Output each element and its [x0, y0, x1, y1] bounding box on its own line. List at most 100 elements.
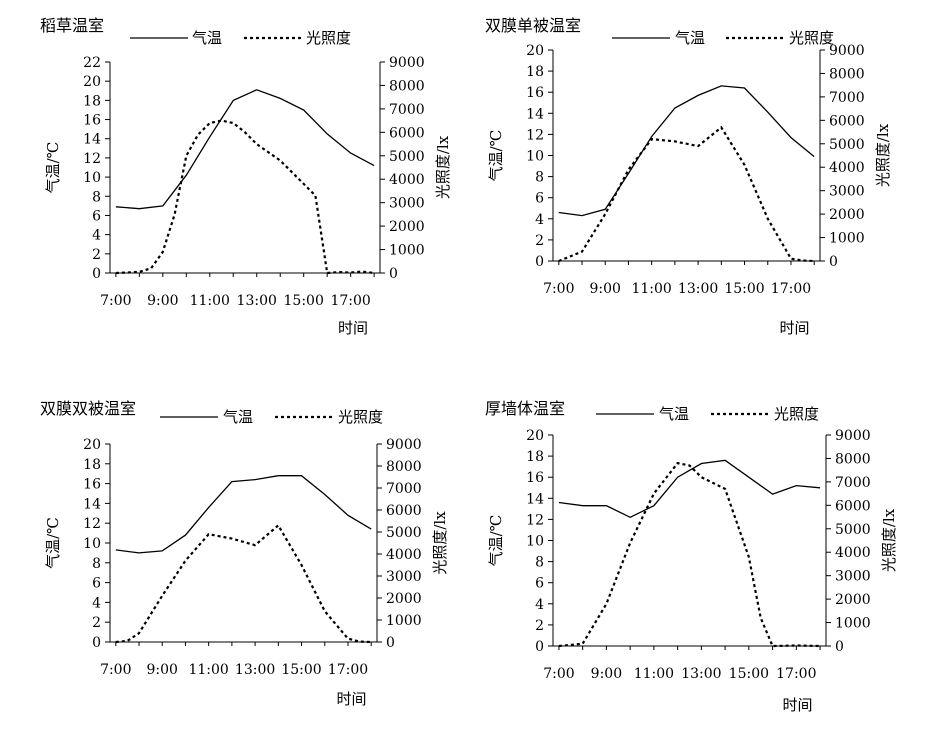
chart-panel-3: 双膜双被温室 气温 光照度 0 2 4 6 8 10 12 14 16 18 20 0 1000 2000 300… [40, 399, 449, 708]
left-tick-label: 8 [535, 555, 544, 571]
legend-temp-label: 气温 [659, 405, 689, 423]
left-tick-label: 6 [92, 208, 101, 224]
left-tick-label: 2 [535, 618, 544, 634]
x-tick-label: 11:00 [634, 666, 674, 682]
right-tick-label: 9000 [829, 43, 865, 59]
left-tick-label: 12 [83, 516, 101, 532]
left-tick-label: 16 [83, 113, 101, 129]
left-axis-title: 气温/℃ [487, 515, 505, 567]
legend-light-label: 光照度 [774, 405, 819, 423]
right-tick-label: 0 [835, 639, 844, 655]
left-tick-label: 22 [83, 55, 101, 71]
right-axis-title: 光照度/lx [431, 511, 449, 575]
legend-light-label: 光照度 [306, 29, 351, 47]
chart-title: 厚墙体温室 [485, 399, 565, 418]
right-axis-title: 光照度/lx [874, 123, 892, 187]
right-tick-label: 7000 [386, 481, 422, 497]
right-tick-label: 0 [829, 254, 838, 270]
x-tick-label: 17:00 [771, 281, 811, 297]
chart-title: 双膜单被温室 [485, 16, 581, 35]
left-tick-label: 8 [92, 189, 101, 205]
right-tick-label: 5000 [389, 149, 425, 165]
left-tick-label: 20 [526, 43, 544, 59]
right-tick-label: 7000 [829, 90, 865, 106]
left-axis-title: 气温/℃ [44, 517, 62, 569]
left-tick-label: 10 [83, 170, 101, 186]
left-tick-label: 18 [83, 93, 101, 109]
x-tick-label: 17:00 [328, 662, 368, 678]
legend-light-label: 光照度 [789, 29, 834, 47]
left-tick-label: 16 [526, 470, 544, 486]
right-tick-label: 4000 [835, 545, 871, 561]
right-tick-label: 7000 [389, 102, 425, 118]
temperature-line [558, 85, 815, 217]
right-tick-label: 1000 [829, 231, 865, 247]
left-tick-label: 14 [83, 132, 101, 148]
left-tick-label: 18 [83, 457, 101, 473]
x-tick-label: 7:00 [543, 666, 574, 682]
light-line [115, 523, 372, 644]
chart-title: 稻草温室 [40, 16, 104, 35]
right-tick-label: 4000 [829, 160, 865, 176]
right-axis-title: 光照度/lx [880, 508, 898, 572]
right-tick-label: 3000 [829, 184, 865, 200]
left-tick-label: 6 [92, 576, 101, 592]
x-tick-label: 11:00 [631, 281, 671, 297]
x-tick-label: 7:00 [543, 281, 574, 297]
left-tick-label: 6 [535, 191, 544, 207]
x-tick-label: 11:00 [190, 293, 230, 309]
x-tick-label: 9:00 [147, 662, 178, 678]
x-tick-label: 9:00 [147, 293, 178, 309]
left-tick-label: 4 [535, 597, 544, 613]
legend-light-label: 光照度 [338, 408, 383, 426]
left-axis-title: 气温/℃ [44, 142, 62, 194]
right-tick-label: 4000 [386, 547, 422, 563]
right-tick-label: 8000 [386, 459, 422, 475]
right-tick-label: 6000 [835, 498, 871, 514]
right-tick-label: 0 [386, 635, 395, 651]
left-tick-label: 20 [83, 74, 101, 90]
left-tick-label: 16 [526, 85, 544, 101]
right-tick-label: 1000 [835, 616, 871, 632]
right-tick-label: 6000 [829, 113, 865, 129]
left-tick-label: 20 [83, 437, 101, 453]
left-tick-label: 10 [526, 534, 544, 550]
temperature-line [115, 475, 372, 554]
legend-temp-label: 气温 [223, 408, 253, 426]
left-tick-label: 8 [535, 170, 544, 186]
right-tick-label: 5000 [829, 137, 865, 153]
left-tick-label: 0 [92, 635, 101, 651]
x-axis-title: 时间 [338, 319, 368, 337]
chart-panel-4: 厚墙体温室 气温 光照度 0 2 4 6 8 10 12 14 16 18 20 0 1000 2000 3000… [485, 399, 898, 714]
right-tick-label: 1000 [386, 613, 422, 629]
x-axis-title: 时间 [782, 696, 812, 714]
right-tick-label: 5000 [835, 522, 871, 538]
x-tick-label: 15:00 [284, 293, 324, 309]
right-tick-label: 4000 [389, 172, 425, 188]
left-tick-label: 2 [535, 233, 544, 249]
right-axis-title: 光照度/lx [434, 135, 452, 199]
x-tick-label: 15:00 [724, 281, 764, 297]
right-tick-label: 6000 [386, 503, 422, 519]
right-tick-label: 8000 [835, 451, 871, 467]
right-tick-label: 3000 [389, 196, 425, 212]
temperature-line [115, 89, 375, 210]
left-tick-label: 14 [83, 496, 101, 512]
x-axis-title: 时间 [336, 690, 366, 708]
left-tick-label: 12 [526, 512, 544, 528]
left-tick-label: 18 [526, 449, 544, 465]
right-tick-label: 9000 [386, 437, 422, 453]
x-tick-label: 13:00 [681, 666, 721, 682]
x-tick-label: 15:00 [729, 666, 769, 682]
legend-temp-label: 气温 [675, 29, 705, 47]
right-tick-label: 3000 [835, 569, 871, 585]
left-tick-label: 10 [83, 536, 101, 552]
right-tick-label: 0 [389, 266, 398, 282]
x-tick-label: 7:00 [100, 662, 131, 678]
x-tick-label: 7:00 [100, 293, 131, 309]
left-tick-label: 16 [83, 477, 101, 493]
left-tick-label: 12 [83, 151, 101, 167]
